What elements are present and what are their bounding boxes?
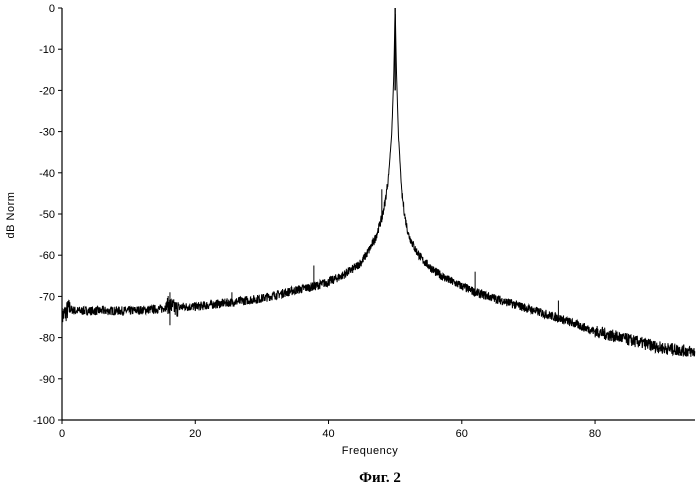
- spectrum-line: [62, 14, 695, 357]
- x-tick-label: 80: [589, 428, 601, 440]
- y-tick-label: -10: [39, 44, 55, 56]
- y-tick-label: -60: [39, 250, 55, 262]
- figure-caption: Фиг. 2: [359, 470, 401, 486]
- x-tick-label: 60: [456, 428, 468, 440]
- y-tick-label: -30: [39, 127, 55, 139]
- x-tick-label: 20: [189, 428, 201, 440]
- y-tick-label: -50: [39, 209, 55, 221]
- y-tick-label: -70: [39, 291, 55, 303]
- x-axis-title: Frequency: [342, 445, 398, 457]
- y-axis-title: dB Norm: [5, 192, 17, 239]
- plot-frame: [62, 8, 695, 420]
- x-axis-ticks: 0 20 40 60 80: [59, 420, 601, 440]
- data-layer: [62, 8, 695, 357]
- y-tick-label: -100: [33, 415, 55, 427]
- y-axis-ticks: 0 -10 -20 -30 -40 -50 -60 -70 -80 -90 -100: [33, 3, 62, 427]
- x-tick-label: 40: [322, 428, 334, 440]
- y-tick-label: -90: [39, 374, 55, 386]
- x-tick-label: 0: [59, 428, 65, 440]
- y-tick-label: -40: [39, 168, 55, 180]
- y-tick-label: 0: [49, 3, 55, 15]
- y-tick-label: -80: [39, 333, 55, 345]
- y-tick-label: -20: [39, 85, 55, 97]
